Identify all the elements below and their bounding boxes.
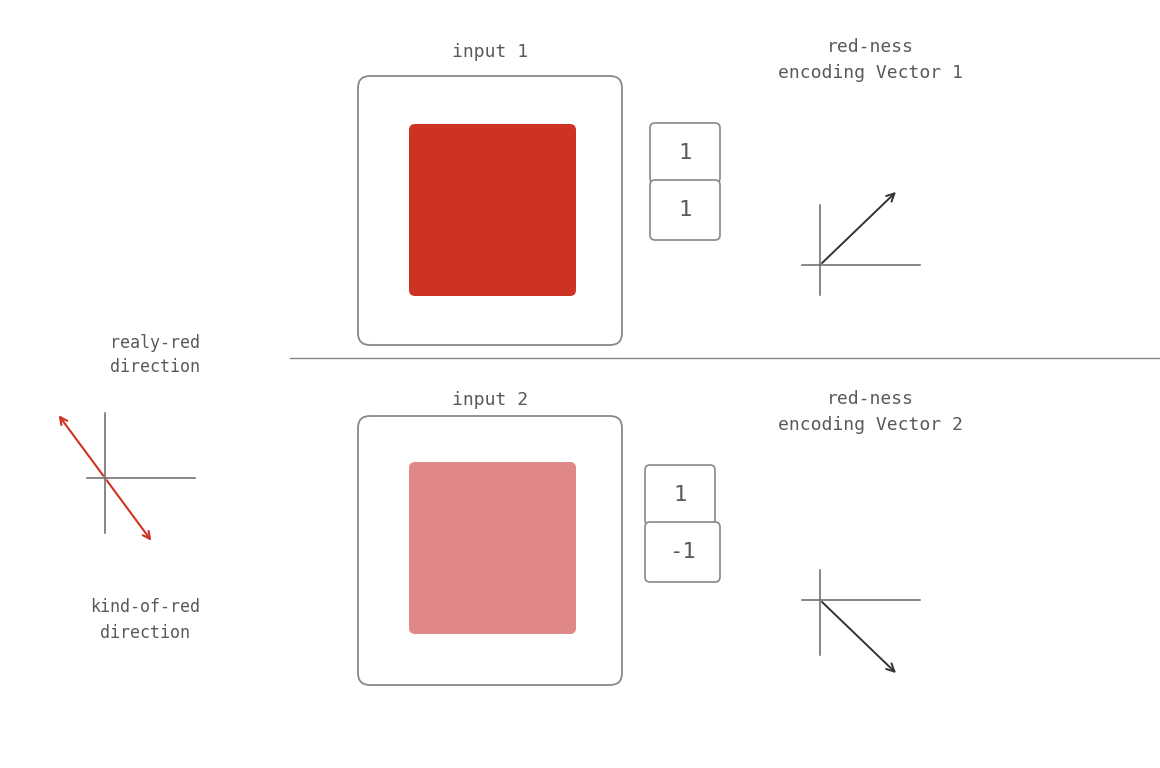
Text: kind-of-red
direction: kind-of-red direction (90, 598, 200, 641)
Text: -1: -1 (669, 542, 696, 562)
FancyBboxPatch shape (645, 522, 720, 582)
FancyBboxPatch shape (358, 76, 622, 345)
Text: 1: 1 (679, 200, 691, 220)
FancyBboxPatch shape (358, 416, 622, 685)
Text: input 1: input 1 (452, 43, 528, 61)
Text: red-ness
encoding Vector 1: red-ness encoding Vector 1 (777, 38, 963, 82)
FancyBboxPatch shape (645, 465, 715, 525)
Text: 1: 1 (679, 143, 691, 163)
FancyBboxPatch shape (650, 123, 720, 183)
Text: input 2: input 2 (452, 391, 528, 409)
FancyBboxPatch shape (650, 180, 720, 240)
FancyBboxPatch shape (409, 462, 577, 634)
FancyBboxPatch shape (409, 124, 577, 296)
Text: 1: 1 (673, 485, 687, 505)
Text: red-ness
encoding Vector 2: red-ness encoding Vector 2 (777, 390, 963, 435)
Text: realy-red
direction: realy-red direction (110, 333, 200, 376)
